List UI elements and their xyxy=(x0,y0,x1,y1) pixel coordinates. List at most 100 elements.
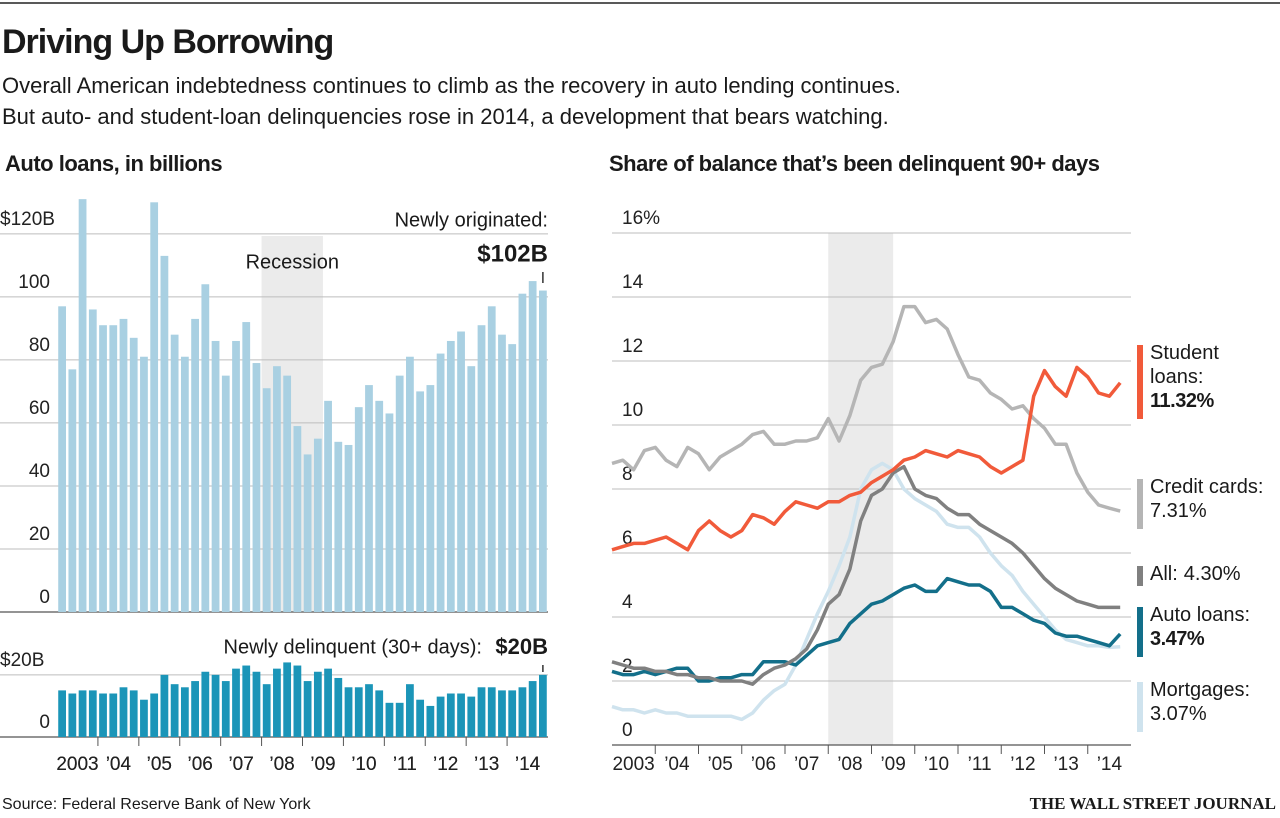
x-tick-label: ’08 xyxy=(269,754,294,775)
y-tick-label: $20B xyxy=(0,650,44,671)
bar xyxy=(129,690,138,737)
source: Source: Federal Reserve Bank of New York xyxy=(2,796,312,813)
y-tick-label: 60 xyxy=(29,398,50,419)
legend-label: Mortgages:3.07% xyxy=(1150,678,1280,726)
bar xyxy=(334,441,343,612)
bar xyxy=(487,687,496,737)
bar xyxy=(334,677,343,737)
bar xyxy=(78,690,87,737)
bar xyxy=(191,318,199,612)
bar xyxy=(170,334,179,612)
bar xyxy=(293,665,302,737)
x-tick-label: ’13 xyxy=(474,754,499,775)
x-tick-label: ’05 xyxy=(147,754,172,775)
bar xyxy=(303,454,312,612)
bar xyxy=(150,693,159,737)
x-tick-label: ’09 xyxy=(880,754,905,775)
bar xyxy=(436,696,445,737)
legend-name: Credit cards: xyxy=(1150,476,1264,498)
subtitle: But auto- and student-loan delinquencies… xyxy=(2,104,889,129)
series-line xyxy=(611,365,1122,552)
bar xyxy=(354,407,363,612)
bar xyxy=(273,668,281,737)
x-tick-label: ’04 xyxy=(106,754,132,775)
x-tick-label: ’07 xyxy=(228,754,253,775)
x-tick-label: ’08 xyxy=(837,754,862,775)
bar xyxy=(252,671,261,737)
y-tick-label: 0 xyxy=(39,712,50,733)
x-tick-label: ’07 xyxy=(228,754,253,775)
legend-text: Mortgages: 3.07% xyxy=(1150,678,1280,726)
bar xyxy=(436,353,445,612)
bar xyxy=(99,693,107,737)
annotation: Newly delinquent (30+ days): xyxy=(224,636,482,658)
x-tick-label: 2003 xyxy=(56,754,98,775)
y-tick-label: 6 xyxy=(622,528,633,549)
y-tick-label: 40 xyxy=(29,461,50,482)
bar xyxy=(498,690,506,737)
bar xyxy=(78,199,87,612)
bar xyxy=(416,699,425,737)
bar xyxy=(160,255,169,612)
bar xyxy=(109,693,118,737)
bar xyxy=(375,400,384,612)
legend-value: 3.47% xyxy=(1150,628,1205,650)
x-tick-label: ’07 xyxy=(794,754,819,775)
bar xyxy=(221,681,230,737)
bar xyxy=(518,687,527,737)
x-tick-label: ’12 xyxy=(1010,754,1035,775)
bar xyxy=(140,699,148,737)
legend-label: All: 4.30% xyxy=(1150,563,1241,585)
bar xyxy=(293,426,302,612)
annotation: Newly originated: xyxy=(395,209,548,231)
credit: THE WALL STREET JOURNAL xyxy=(1030,794,1276,813)
bar xyxy=(211,340,220,612)
bar xyxy=(385,702,394,737)
x-tick-label: ’12 xyxy=(433,754,458,775)
legend-swatch xyxy=(1137,345,1143,419)
y-tick-label: 4 xyxy=(622,592,633,613)
legend-label: Auto loans:3.47% xyxy=(1150,604,1250,650)
y-tick-label: 0 xyxy=(39,587,50,608)
bar xyxy=(242,665,251,737)
subtitle: Overall American indebtedness continues … xyxy=(2,73,901,98)
bar xyxy=(344,444,353,612)
bar xyxy=(191,681,199,737)
series-line xyxy=(611,304,1121,513)
bar xyxy=(457,693,465,737)
x-tick-label: ’11 xyxy=(968,754,992,775)
bar xyxy=(150,202,159,612)
bar xyxy=(313,671,322,737)
x-tick-label: ’14 xyxy=(515,754,541,775)
legend-swatch xyxy=(1137,479,1143,529)
bar xyxy=(68,369,77,612)
bar xyxy=(365,684,373,737)
bar xyxy=(426,705,435,737)
bar xyxy=(119,687,128,737)
shade-label: Recession xyxy=(246,251,339,273)
bar xyxy=(446,693,455,737)
y-tick-label: 80 xyxy=(29,335,50,356)
legend-value: 11.32% xyxy=(1150,390,1214,412)
bar xyxy=(262,684,271,737)
bar xyxy=(313,438,322,612)
bar xyxy=(109,325,118,612)
x-tick-label: ’05 xyxy=(147,754,172,775)
bar xyxy=(68,693,77,737)
bar xyxy=(477,687,486,737)
value-label: $102B xyxy=(477,240,548,267)
bar xyxy=(58,306,67,612)
bar xyxy=(129,337,138,612)
bar xyxy=(406,684,414,737)
x-tick-label: ’13 xyxy=(474,754,499,775)
bar xyxy=(344,687,353,737)
bar xyxy=(180,687,189,737)
x-tick-label: ’09 xyxy=(310,754,335,775)
bar xyxy=(273,366,281,612)
legend-value: 4.30% xyxy=(1183,563,1241,585)
x-tick-label: ’06 xyxy=(188,754,213,775)
legend-swatch xyxy=(1137,682,1143,732)
bar xyxy=(538,290,547,612)
x-tick-label: ’10 xyxy=(351,754,376,775)
bar xyxy=(252,363,261,612)
